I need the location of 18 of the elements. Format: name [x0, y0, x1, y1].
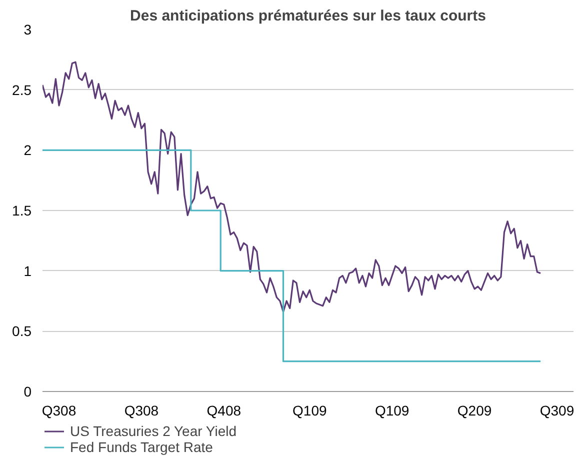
- line-series: [42, 61, 542, 313]
- y-tick-label: 1: [24, 262, 32, 279]
- x-tick-label: Q408: [206, 402, 242, 418]
- y-tick-label: 0: [24, 384, 32, 400]
- legend-label: US Treasuries 2 Year Yield: [70, 423, 237, 439]
- x-tick-label: Q308: [42, 402, 76, 418]
- y-tick-label: 1.5: [12, 202, 32, 218]
- y-tick-label: 0.5: [12, 323, 32, 340]
- y-tick-label: 3: [24, 22, 32, 38]
- chart-title: Des anticipations prématurées sur les taux courts: [130, 8, 486, 24]
- x-tick-label: Q109: [292, 402, 327, 418]
- x-tick-label: Q309: [540, 402, 574, 418]
- x-tick-label: Q209: [457, 402, 492, 418]
- x-tick-label: Q109: [374, 402, 410, 418]
- y-tick-label: 2.5: [12, 82, 32, 98]
- y-tick-label: 2: [24, 142, 32, 158]
- x-tick-label: Q308: [124, 402, 159, 418]
- legend-label: Fed Funds Target Rate: [70, 439, 213, 455]
